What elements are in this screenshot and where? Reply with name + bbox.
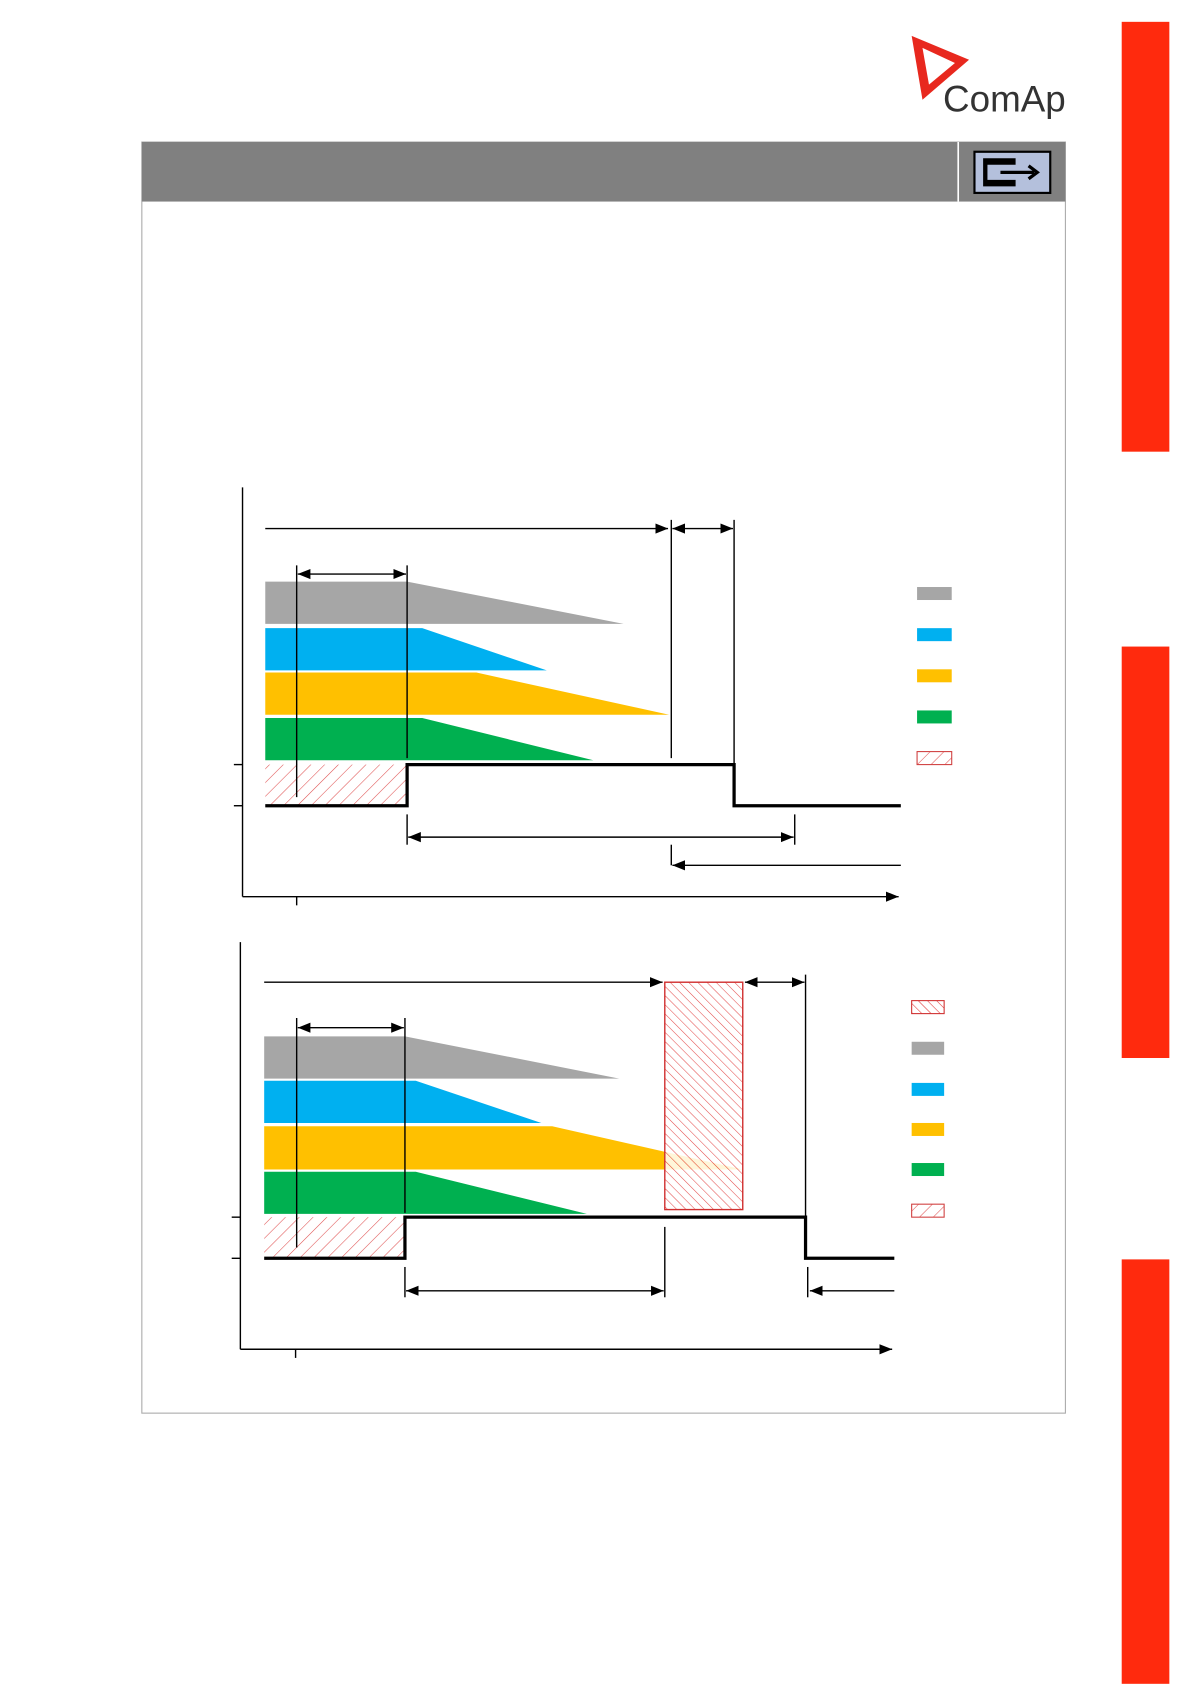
diagram-rect <box>911 1041 945 1055</box>
diagram-polygon <box>265 628 547 671</box>
diagram-rect <box>1121 21 1170 452</box>
diagram-polygon <box>265 672 670 715</box>
diagram-polygon <box>265 581 624 624</box>
diagram-path <box>911 35 970 100</box>
diagram-rect <box>664 981 744 1211</box>
diagram-rect <box>1121 1259 1170 1684</box>
diagram-polyline <box>265 762 901 808</box>
timing-diagram-2 <box>231 942 945 1358</box>
diagram-rect <box>911 1122 945 1136</box>
diagram-polygon <box>264 1080 542 1123</box>
diagram-rect <box>911 1000 945 1015</box>
diagram-polyline <box>264 1215 895 1260</box>
header-bar <box>141 142 1066 202</box>
diagram-rect <box>911 1163 945 1177</box>
diagram-polygon <box>265 718 594 761</box>
diagram-path <box>1000 164 1040 181</box>
diagram-rect <box>264 1217 405 1259</box>
diagram-rect <box>1121 646 1170 1059</box>
side-tabs <box>1121 21 1170 1684</box>
diagram-rect <box>917 628 952 642</box>
diagram-polygon <box>264 1126 743 1170</box>
diagram-rect <box>911 1082 945 1096</box>
diagram-path <box>983 158 1016 187</box>
header-icon <box>973 150 1052 194</box>
logo: ComAp <box>911 35 1066 120</box>
diagram-rect <box>911 1203 945 1218</box>
timing-diagram-1 <box>233 487 953 906</box>
diagram-rect <box>917 669 952 683</box>
logo-text: ComAp <box>943 79 1066 120</box>
diagram-polygon <box>264 1171 587 1214</box>
diagram-rect <box>917 587 952 601</box>
diagram-rect <box>916 751 953 766</box>
diagram-rect <box>265 764 408 806</box>
diagram-rect <box>917 710 952 724</box>
diagram-polygon <box>264 1036 620 1079</box>
